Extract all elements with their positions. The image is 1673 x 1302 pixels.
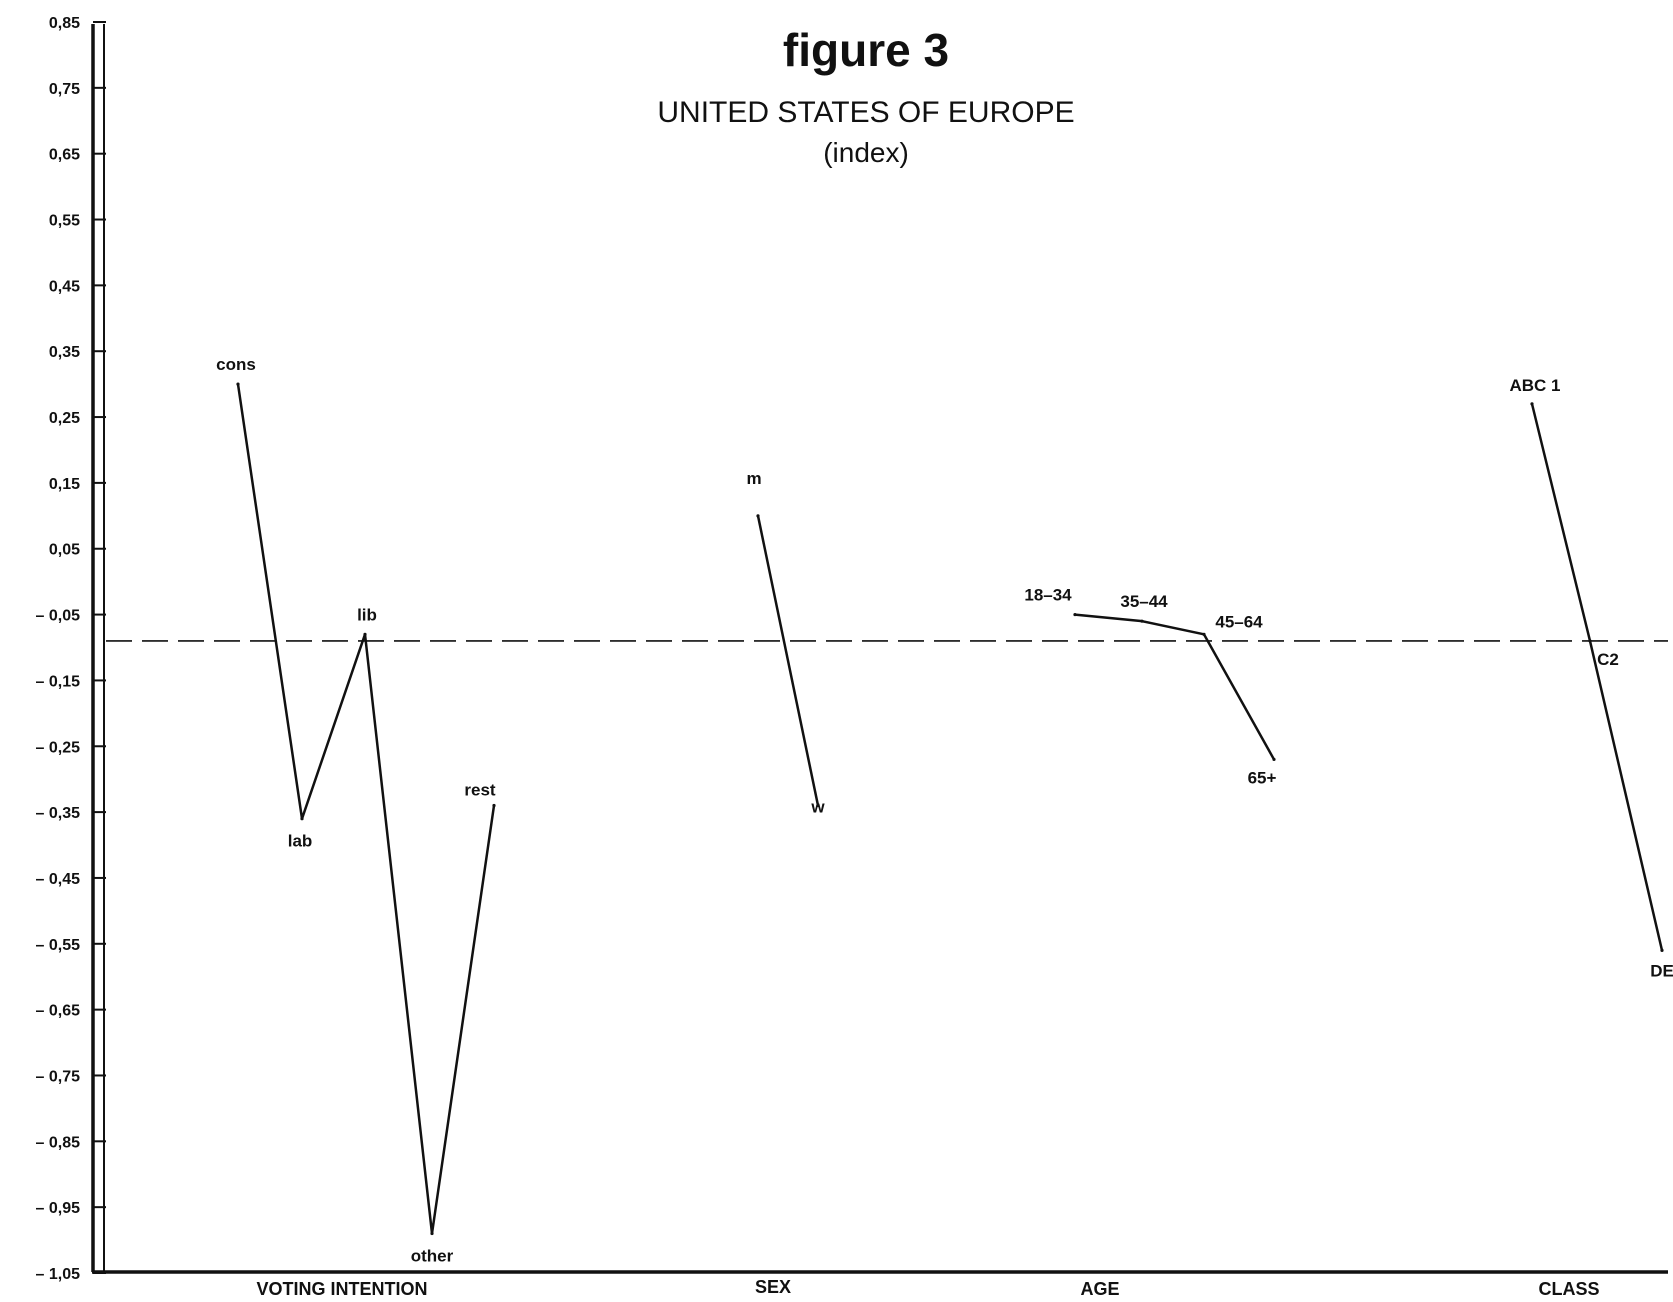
y-tick-label: – 0,15: [36, 673, 81, 690]
y-tick-label: – 0,05: [36, 608, 81, 625]
y-tick-label: – 0,85: [36, 1134, 81, 1151]
y-tick-label: 0,75: [49, 81, 80, 98]
data-point: [1588, 639, 1592, 643]
axes: [91, 24, 1668, 1274]
y-axis-ticks: 0,85 0,75 0,65 0,55 0,45 0,35 0,25 0,15 0,05 – 0,…: [36, 15, 106, 1283]
data-point: [492, 803, 496, 808]
data-point: [1530, 402, 1534, 406]
y-tick-label: – 1,05: [36, 1266, 81, 1283]
y-tick-label: 0,85: [49, 15, 80, 32]
point-label: lab: [288, 832, 313, 851]
series-line-sex: [756, 515, 820, 806]
point-label: C2: [1597, 650, 1619, 669]
chart-subtitle-note: (index): [823, 137, 909, 168]
data-point: [816, 803, 820, 808]
group-label-sex: SEX: [755, 1277, 791, 1297]
y-tick-label: – 0,95: [36, 1200, 81, 1217]
data-point: [236, 382, 240, 386]
data-point: [1272, 757, 1276, 762]
y-tick-label: 0,15: [49, 476, 80, 493]
y-tick-label: 0,65: [49, 147, 80, 164]
data-point: [1660, 948, 1664, 952]
y-tick-label: – 0,75: [36, 1068, 81, 1085]
point-label: rest: [464, 781, 496, 800]
point-label: other: [411, 1246, 454, 1265]
group-label-age: AGE: [1080, 1279, 1119, 1299]
data-point: [430, 1231, 434, 1236]
data-point: [300, 817, 304, 821]
series-group: [236, 382, 1664, 1236]
point-label: 65+: [1248, 768, 1277, 787]
y-tick-label: 0,25: [49, 410, 80, 427]
group-label-voting-intention: VOTING INTENTION: [257, 1279, 428, 1299]
series-line-class: [1530, 403, 1664, 951]
y-tick-label: – 0,45: [36, 871, 81, 888]
point-label: DE: [1650, 961, 1673, 980]
y-tick-label: – 0,65: [36, 1003, 81, 1020]
group-labels: VOTING INTENTION SEX AGE CLASS: [257, 1277, 1600, 1299]
group-label-class: CLASS: [1538, 1279, 1599, 1299]
point-label: lib: [357, 605, 377, 624]
y-tick-label: 0,45: [49, 278, 80, 295]
chart-subtitle: UNITED STATES OF EUROPE: [657, 96, 1074, 129]
point-label: 35–44: [1120, 592, 1168, 611]
series-line-age: [1074, 613, 1276, 761]
data-point: [363, 632, 367, 636]
point-label: m: [746, 469, 761, 488]
chart-title: figure 3: [783, 24, 949, 76]
point-label: w: [810, 798, 825, 817]
data-point: [756, 514, 760, 518]
y-tick-label: – 0,35: [36, 805, 81, 822]
y-tick-label: 0,55: [49, 213, 80, 230]
point-label: ABC 1: [1509, 376, 1560, 395]
y-tick-label: – 0,55: [36, 937, 81, 954]
point-label: 18–34: [1024, 586, 1072, 605]
y-tick-label: 0,05: [49, 542, 80, 559]
data-point: [1202, 632, 1206, 636]
point-labels: cons lab lib other rest m w 18–34 35–44 45–64 65+ A…: [216, 355, 1673, 1265]
data-point: [1073, 612, 1077, 617]
data-point: [1140, 619, 1144, 623]
series-line-voting-intention: [236, 383, 496, 1234]
y-tick-label: 0,35: [49, 344, 80, 361]
point-label: 45–64: [1215, 612, 1263, 631]
y-tick-label: – 0,25: [36, 739, 81, 756]
point-label: cons: [216, 355, 256, 374]
